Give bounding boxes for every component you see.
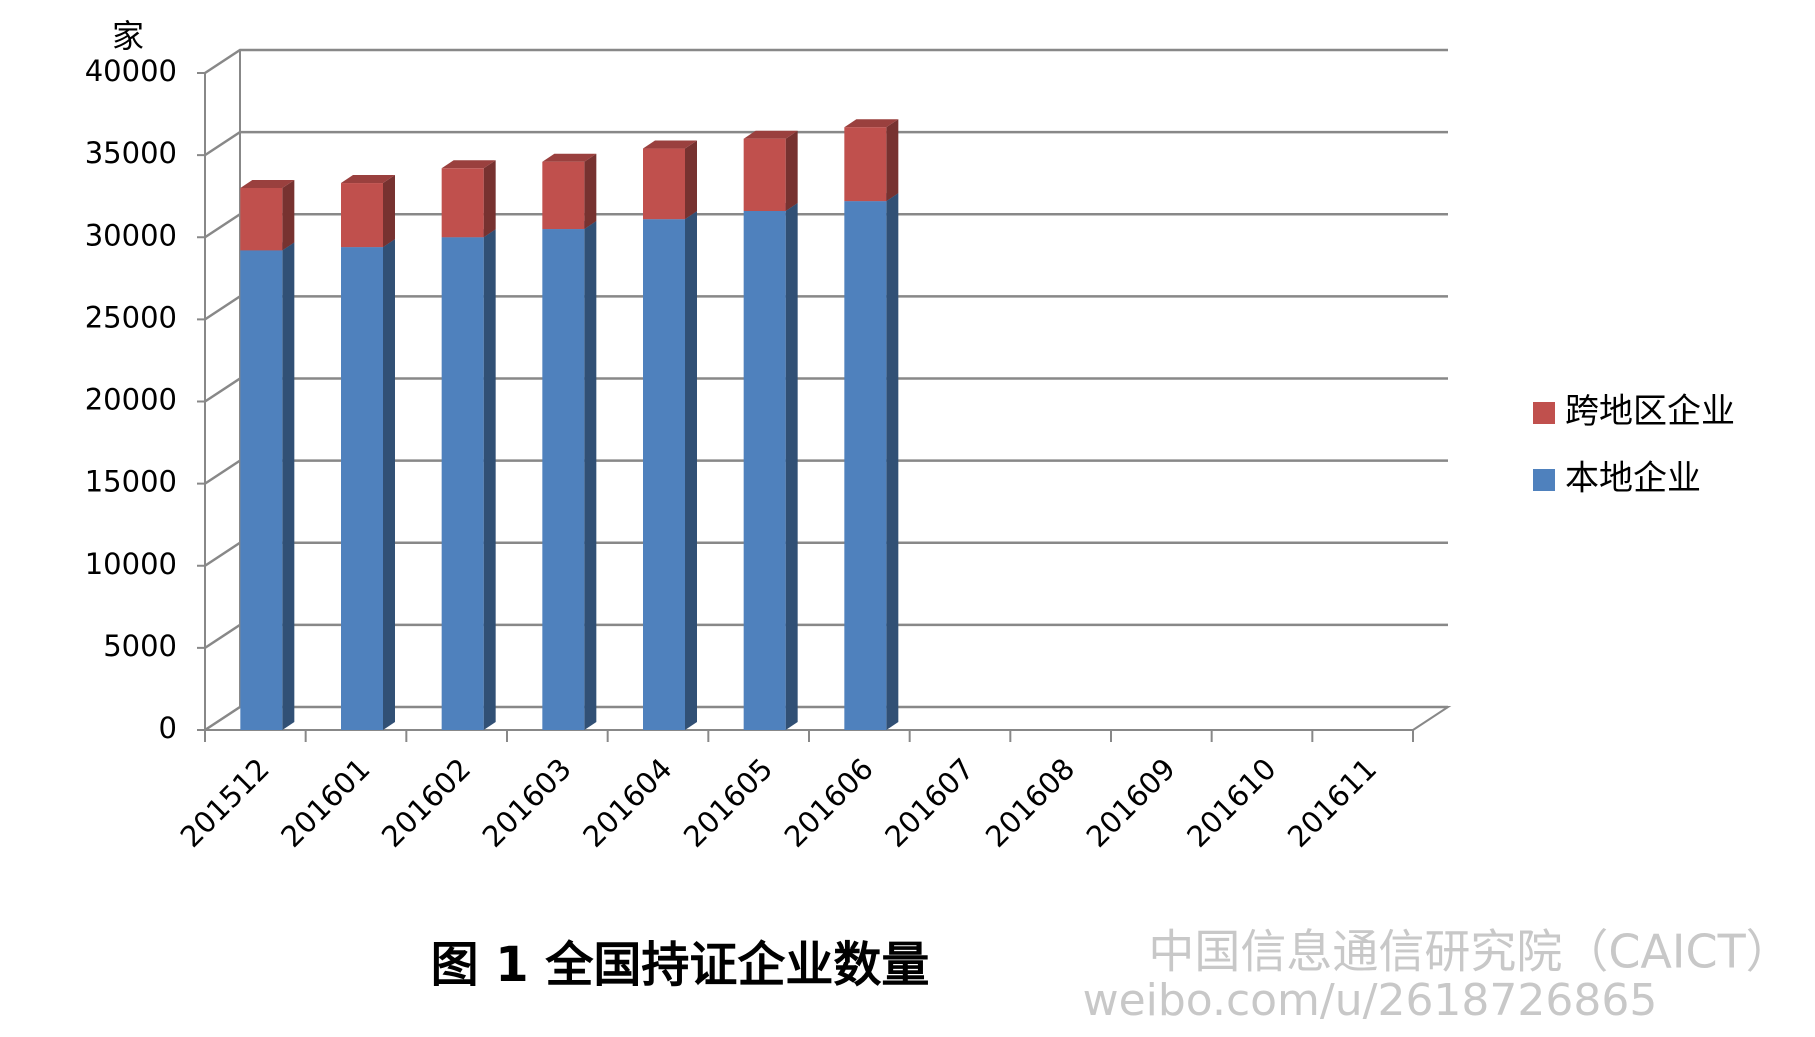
grid-line <box>204 295 1448 321</box>
bar <box>643 148 685 220</box>
y-tick-label: 30000 <box>85 218 177 252</box>
bar-top <box>844 119 899 128</box>
watermark: 中国信息通信研究院（CAICT） <box>1148 925 1791 979</box>
bar-side <box>483 160 496 238</box>
grid-line <box>204 541 1448 567</box>
bar-side <box>383 175 395 248</box>
y-tick-label: 25000 <box>85 300 177 334</box>
bar <box>542 161 585 230</box>
bar-side <box>785 130 798 211</box>
bar-side <box>282 242 295 730</box>
bar <box>240 250 283 730</box>
y-tick-label: 10000 <box>85 547 177 581</box>
bar-side <box>584 221 597 730</box>
grid-line <box>204 130 1448 157</box>
bar <box>643 219 685 730</box>
y-tick-label: 40000 <box>85 54 177 88</box>
x-tick-label: 201605 <box>677 752 779 854</box>
grid-line <box>204 705 1448 732</box>
bar <box>240 187 283 251</box>
bar-top <box>441 160 496 169</box>
legend-swatch <box>1533 469 1555 491</box>
y-tick-label: 15000 <box>85 465 177 499</box>
legend-swatch <box>1533 402 1555 424</box>
bar <box>844 127 887 202</box>
bar <box>441 168 484 238</box>
watermark: weibo.com/u/2618726865 <box>1083 975 1658 1026</box>
x-tick-label: 201602 <box>375 752 477 854</box>
bar-side <box>685 140 697 220</box>
x-tick-label: 201610 <box>1180 752 1282 854</box>
y-tick-label: 5000 <box>103 629 177 663</box>
x-tick-label: 201609 <box>1080 752 1182 854</box>
bar-top <box>240 179 295 188</box>
grid-line <box>204 459 1448 485</box>
bar-top <box>743 130 798 139</box>
grid-line <box>204 623 1448 649</box>
x-tick-label: 201604 <box>576 752 678 854</box>
bar-side <box>685 211 697 730</box>
bar-side <box>483 229 496 730</box>
bar <box>743 210 786 731</box>
bar <box>743 138 786 211</box>
legend-label: 本地企业 <box>1565 459 1701 499</box>
x-tick-label: 201601 <box>274 752 376 854</box>
bar-side <box>383 239 395 731</box>
grid-line <box>204 377 1448 403</box>
bar <box>542 229 585 730</box>
x-tick-label: 201512 <box>174 752 276 854</box>
grid-line <box>204 48 1448 75</box>
x-tick-label: 201607 <box>878 752 980 854</box>
y-tick-label: 35000 <box>85 136 177 170</box>
x-tick-label: 201606 <box>778 752 880 854</box>
y-tick-label: 20000 <box>85 383 177 417</box>
bar <box>341 247 383 731</box>
y-unit: 家 <box>112 17 144 55</box>
bar-top <box>341 175 395 184</box>
bar-side <box>886 193 899 731</box>
chart-title: 图 1 全国持证企业数量 <box>431 937 930 993</box>
bar-top <box>542 153 597 162</box>
grid-line <box>204 213 1448 239</box>
bar-side <box>584 153 597 230</box>
legend-label: 跨地区企业 <box>1565 392 1735 432</box>
x-tick-label: 201603 <box>476 752 578 854</box>
x-tick-label: 201608 <box>979 752 1081 854</box>
bar-top <box>643 140 697 149</box>
bar-side <box>785 202 798 731</box>
bar <box>341 183 383 248</box>
bar-side <box>886 119 899 202</box>
bar <box>844 201 887 731</box>
bar <box>441 237 484 730</box>
y-tick-label: 0 <box>159 711 177 745</box>
bar-side <box>282 179 295 251</box>
x-tick-label: 201611 <box>1281 752 1383 854</box>
